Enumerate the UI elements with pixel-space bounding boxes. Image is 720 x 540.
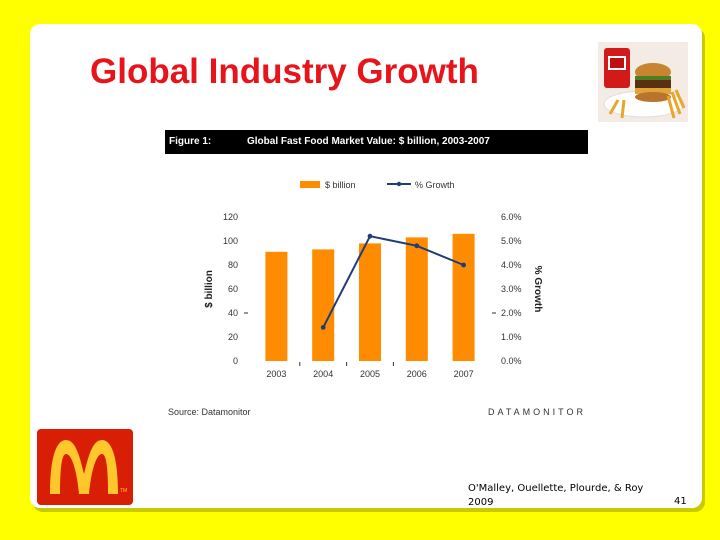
y-tick-label: 80	[228, 260, 238, 270]
mcdonalds-logo: TM	[37, 429, 133, 505]
fast-food-image	[598, 42, 688, 122]
bar	[312, 249, 335, 361]
y-tick-label: 120	[223, 212, 238, 222]
x-tick-label: 2004	[313, 369, 333, 379]
x-tick-label: 2006	[407, 369, 427, 379]
y-tick-label: 20	[228, 332, 238, 342]
figure-source: Source: Datamonitor	[168, 407, 251, 417]
legend-bar-swatch	[300, 181, 320, 188]
figure-title: Global Fast Food Market Value: $ billion…	[247, 136, 490, 147]
y-tick-label: 0	[233, 356, 238, 366]
x-tick-label: 2005	[360, 369, 380, 379]
y2-tick-label: 5.0%	[501, 236, 522, 246]
figure-brand: DATAMONITOR	[488, 407, 586, 417]
chart-figure: Figure 1: Global Fast Food Market Value:…	[165, 130, 588, 421]
y-tick-label: 60	[228, 284, 238, 294]
slide-title: Global Industry Growth	[90, 52, 479, 91]
y-axis-title: $ billion	[204, 270, 215, 308]
y2-tick-label: 3.0%	[501, 284, 522, 294]
y-tick-label: 100	[223, 236, 238, 246]
growth-point	[367, 233, 373, 239]
legend-line-label: % Growth	[415, 180, 455, 190]
y2-axis-title: % Growth	[532, 266, 543, 313]
y2-tick-label: 4.0%	[501, 260, 522, 270]
trademark-text: TM	[120, 488, 127, 494]
growth-line	[322, 235, 464, 328]
legend-bar-label: $ billion	[325, 180, 356, 190]
legend-line-marker	[396, 181, 402, 187]
growth-point	[461, 262, 466, 268]
bar	[405, 237, 428, 361]
x-tick-label: 2007	[454, 369, 474, 379]
figure-header: Figure 1: Global Fast Food Market Value:…	[165, 130, 588, 154]
chart: $ billion % Growth 0 20 40 60 80 100 120 0.0% 1.0%…	[204, 180, 543, 379]
growth-point	[320, 325, 326, 330]
y-tick-label: 40	[228, 308, 238, 318]
y2-tick-label: 0.0%	[501, 356, 522, 366]
y2-tick-label: 6.0%	[501, 212, 522, 222]
figure-label: Figure 1:	[169, 136, 212, 147]
bar	[452, 233, 475, 361]
citation: O'Malley, Ouellette, Plourde, & Roy 2009	[468, 483, 644, 508]
x-tick-label: 2003	[266, 369, 286, 379]
y2-tick-label: 1.0%	[501, 332, 522, 342]
bar	[359, 243, 381, 361]
growth-point	[414, 243, 420, 249]
y2-tick-label: 2.0%	[501, 308, 522, 318]
bar	[265, 251, 288, 361]
page-number: 41	[674, 496, 687, 507]
